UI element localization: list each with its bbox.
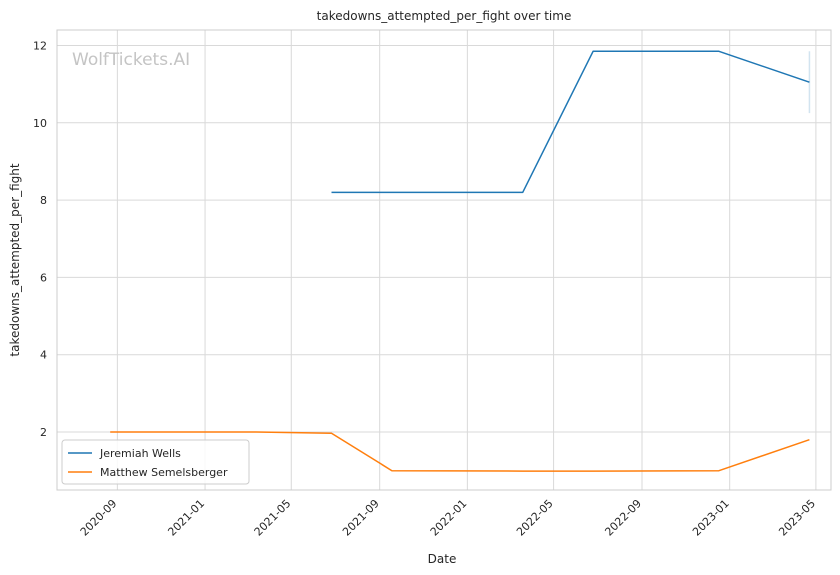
x-tick-label: 2021-09 bbox=[340, 497, 382, 539]
y-tick-label: 4 bbox=[40, 349, 47, 362]
legend: Jeremiah Wells Matthew Semelsberger bbox=[61, 439, 250, 485]
y-tick-label: 12 bbox=[33, 39, 47, 52]
legend-box bbox=[61, 439, 250, 485]
y-tick-label: 6 bbox=[40, 271, 47, 284]
x-tick-label: 2021-05 bbox=[252, 497, 294, 539]
x-axis-title: Date bbox=[428, 552, 457, 566]
x-tick-label: 2023-05 bbox=[776, 497, 818, 539]
plot-frame bbox=[56, 29, 832, 491]
x-tick-label: 2022-05 bbox=[514, 497, 556, 539]
chart-title: takedowns_attempted_per_fight over time bbox=[317, 9, 572, 23]
plot-background bbox=[57, 30, 831, 490]
y-axis-title: takedowns_attempted_per_fight bbox=[8, 163, 22, 356]
y-tick-label: 2 bbox=[40, 426, 47, 439]
y-tick-label: 10 bbox=[33, 117, 47, 130]
y-tick-labels: 2 4 6 8 10 12 bbox=[33, 39, 47, 439]
x-tick-labels: 2020-09 2021-01 2021-05 2021-09 2022-01 2022-… bbox=[78, 497, 818, 539]
x-tick-label: 2020-09 bbox=[78, 497, 120, 539]
x-tick-label: 2023-01 bbox=[690, 497, 732, 539]
grid-lines bbox=[57, 30, 831, 490]
x-tick-label: 2021-01 bbox=[165, 497, 207, 539]
y-tick-label: 8 bbox=[40, 194, 47, 207]
x-tick-label: 2022-01 bbox=[428, 497, 470, 539]
series-line-matthew-semelsberger bbox=[110, 431, 810, 472]
watermark: WolfTickets.AI bbox=[72, 50, 190, 70]
series-line-jeremiah-wells bbox=[331, 50, 810, 194]
legend-label-matthew-semelsberger: Matthew Semelsberger bbox=[100, 466, 228, 479]
series-lines bbox=[110, 50, 811, 472]
x-tick-label: 2022-09 bbox=[602, 497, 644, 539]
legend-label-jeremiah-wells: Jeremiah Wells bbox=[99, 447, 181, 460]
